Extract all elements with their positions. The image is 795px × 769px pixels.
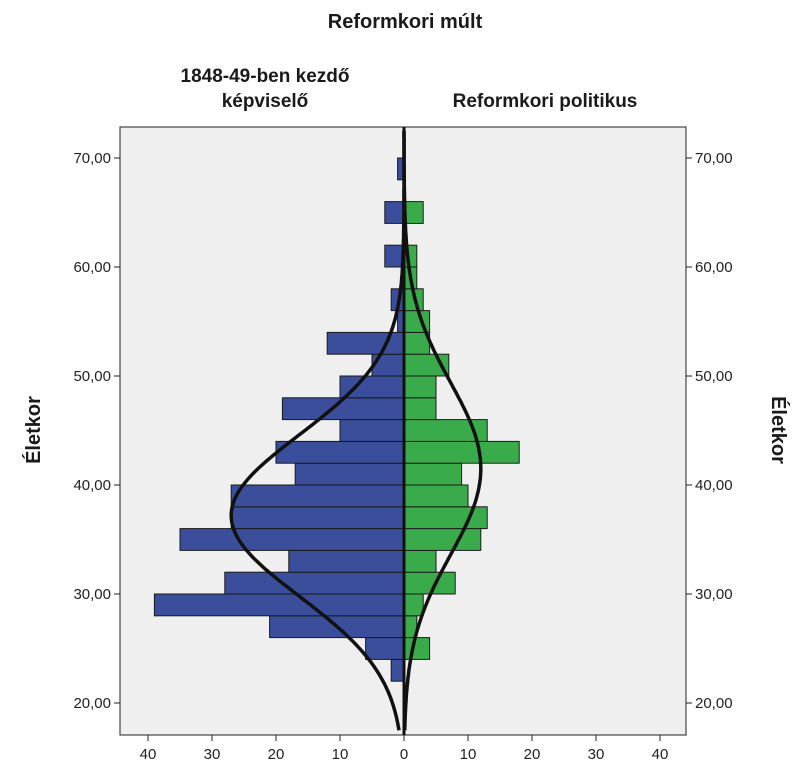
y-axis-title-right: Életkor [767, 396, 790, 464]
y-tick-label-left-30: 30,00 [73, 586, 111, 603]
y-tick-label-left-60: 60,00 [73, 259, 111, 276]
bar-right-28 [403, 593, 424, 617]
normal-curve-right [402, 130, 483, 731]
y-tick-label-left-50: 50,00 [73, 368, 111, 385]
bar-right-34 [403, 528, 482, 551]
bar-left-38 [230, 484, 405, 508]
x-tick-label-2: 20 [268, 746, 285, 763]
y-tick-label-left-70: 70,00 [73, 150, 111, 167]
bar-right-48 [403, 375, 437, 399]
bar-right-30 [403, 571, 456, 595]
x-tick-label-4: 0 [400, 746, 408, 763]
bar-left-22 [390, 658, 405, 682]
y-tick-label-left-40: 40,00 [73, 477, 111, 494]
y-axis-title-left: Életkor [22, 396, 45, 464]
bar-right-24 [403, 637, 431, 660]
x-tick-label-7: 30 [588, 746, 605, 763]
bar-left-40 [294, 462, 405, 486]
x-tick-label-6: 20 [524, 746, 541, 763]
bar-left-64 [384, 201, 405, 224]
bar-right-38 [403, 484, 469, 508]
bar-right-32 [403, 549, 437, 573]
x-tick-label-1: 30 [204, 746, 221, 763]
y-tick-label-left-20: 20,00 [73, 695, 111, 712]
x-tick-label-5: 10 [460, 746, 477, 763]
y-tick-label-right-50: 50,00 [695, 368, 733, 385]
y-tick-label-right-30: 30,00 [695, 586, 733, 603]
bar-left-34 [179, 528, 405, 551]
bar-left-36 [230, 506, 405, 530]
bar-right-42 [403, 440, 520, 464]
bar-right-36 [403, 506, 488, 530]
y-tick-label-right-60: 60,00 [695, 259, 733, 276]
left-panel-title-line1: 1848-49-ben kezdő [181, 66, 350, 87]
bar-left-28 [153, 593, 405, 617]
bar-left-32 [288, 549, 405, 573]
y-tick-label-right-70: 70,00 [695, 150, 733, 167]
bar-left-52 [326, 331, 405, 355]
x-tick-label-0: 40 [140, 746, 157, 763]
x-tick-label-3: 10 [332, 746, 349, 763]
bar-left-30 [224, 571, 405, 595]
bar-right-46 [403, 397, 437, 421]
bar-left-42 [275, 440, 405, 464]
y-tick-label-right-20: 20,00 [695, 695, 733, 712]
right-panel-title: Reformkori politikus [453, 91, 638, 112]
y-tick-label-right-40: 40,00 [695, 477, 733, 494]
bar-right-40 [403, 462, 463, 486]
bar-left-44 [339, 419, 405, 442]
chart-title: Reformkori múlt [328, 11, 483, 33]
bar-left-24 [365, 637, 405, 660]
x-tick-label-8: 40 [652, 746, 669, 763]
axes-group: 20,00 20,00 30,00 30,00 40,00 40,00 50,00 50,00… [73, 150, 732, 763]
left-panel-title-line2: képviselő [222, 91, 309, 112]
